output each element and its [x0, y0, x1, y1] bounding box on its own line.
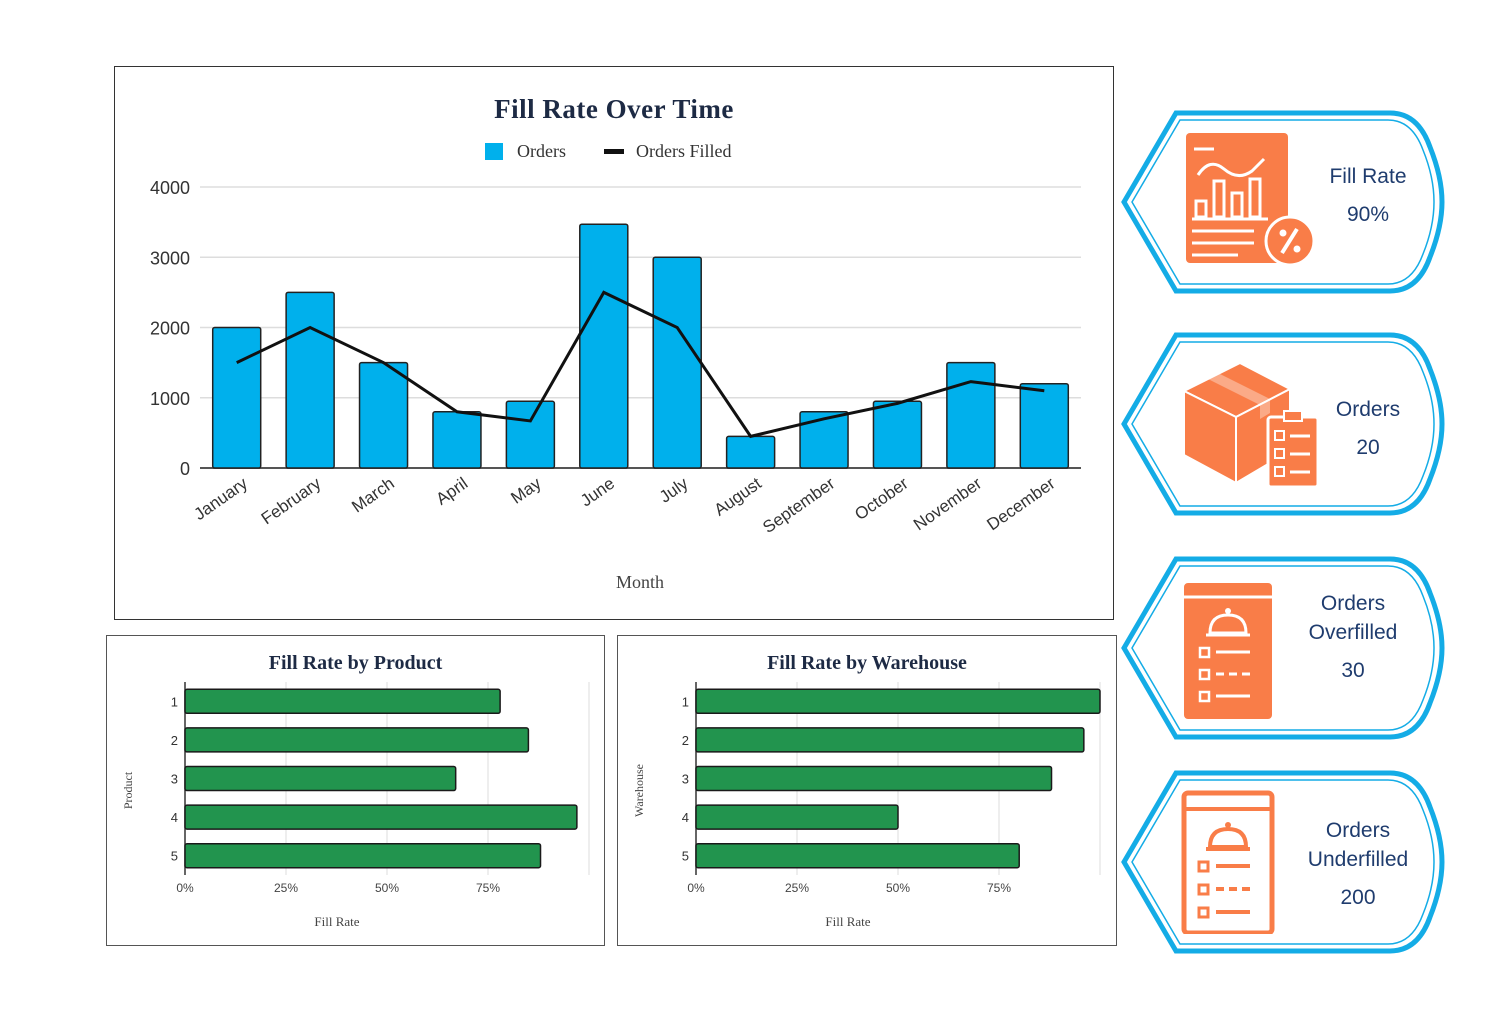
card-border-inner	[1131, 341, 1435, 507]
x-tick-label: 25%	[784, 881, 808, 895]
x-tick-label: May	[507, 473, 545, 507]
bar-orders-january	[211, 326, 261, 469]
kpi-value: 200	[1340, 886, 1376, 909]
bar-1	[694, 688, 1101, 714]
card-border-inner	[1131, 119, 1435, 285]
y-axis-label: Product	[121, 771, 135, 809]
x-tick-label: 75%	[986, 881, 1010, 895]
y-tick-label: 2	[170, 732, 177, 747]
x-tick-label: January	[190, 473, 251, 524]
y-tick-label: 4000	[149, 178, 189, 198]
kpi-label: Orders Overfilled	[1308, 592, 1398, 644]
legend-swatch-orders-filled	[603, 148, 624, 154]
fill-rate-by-warehouse-chart: Fill Rate by Warehouse 0% 25% 50% 75% 1 2 3 4 5 Fi…	[632, 652, 1101, 929]
x-tick-label: September	[759, 473, 838, 536]
fill-rate-by-product-chart: Fill Rate by Product 0% 25% 50% 75% 1 2 3 4 5 Fill…	[121, 652, 589, 929]
y-tick-label: 2000	[149, 318, 189, 338]
fill-rate-by-product-panel: Fill Rate by Product 0% 25% 50% 75% 1 2 3 4 5 Fill…	[106, 635, 605, 946]
kpi-value: 20	[1356, 436, 1380, 459]
x-tick-label: June	[576, 473, 617, 510]
bar-4	[183, 803, 578, 830]
kpi-label: Orders Underfilled	[1307, 819, 1409, 871]
line-orders-filled	[235, 289, 1044, 438]
bar-5	[183, 842, 541, 868]
x-tick-label: August	[710, 473, 764, 519]
kpi-label: Fill Rate	[1329, 165, 1407, 188]
bar-orders-october	[872, 400, 922, 469]
x-tick-label: 75%	[475, 881, 499, 895]
kpi-card-orders-underfilled: Orders Underfilled 200	[1118, 767, 1448, 957]
y-tick-label: 1000	[149, 388, 189, 408]
y-tick-label: 5	[681, 848, 688, 863]
bar-2	[183, 726, 529, 753]
report-percent-icon	[1186, 133, 1316, 267]
bar-3	[694, 765, 1052, 791]
y-tick-label: 3	[170, 771, 177, 786]
bar-2	[694, 726, 1085, 753]
y-tick-label: 1	[681, 694, 688, 709]
bar-5	[694, 842, 1020, 868]
legend-label-orders-filled: Orders Filled	[636, 141, 731, 161]
bar-orders-april	[431, 410, 482, 469]
legend-swatch-orders	[484, 142, 503, 160]
x-tick-label: 0%	[176, 881, 194, 895]
y-tick-label: 4	[170, 810, 177, 825]
x-tick-label: October	[851, 473, 912, 523]
bar-orders-september	[798, 410, 849, 469]
bar-orders-november	[945, 361, 996, 469]
kpi-card-fill-rate: Fill Rate 90%	[1118, 107, 1448, 297]
bar-1	[183, 688, 501, 714]
bar-4	[694, 803, 899, 830]
y-tick-label: 2	[681, 732, 688, 747]
bar-orders-june	[578, 222, 629, 469]
card-border-inner	[1131, 779, 1435, 945]
bar-orders-august	[725, 435, 775, 469]
card-border-inner	[1131, 565, 1435, 731]
bar-orders-may	[505, 400, 555, 469]
y-axis-label: Warehouse	[632, 763, 646, 816]
y-tick-label: 3000	[149, 248, 189, 268]
bar-orders-february	[284, 291, 335, 469]
x-tick-label: 25%	[273, 881, 297, 895]
bar-3	[183, 765, 456, 791]
x-axis-label: Fill Rate	[314, 914, 359, 929]
chart-title: Fill Rate by Product	[268, 652, 442, 674]
legend-label-orders: Orders	[517, 141, 566, 161]
chart-title: Fill Rate by Warehouse	[767, 652, 967, 674]
x-tick-label: December	[983, 473, 1058, 534]
box-checklist-icon	[1181, 361, 1320, 489]
x-axis-label: Month	[615, 572, 663, 592]
y-tick-label: 1	[170, 694, 177, 709]
fill-rate-over-time-chart: Fill Rate Over Time Orders Orders Filled 0 1…	[149, 94, 1081, 592]
kpi-label: Orders	[1335, 398, 1401, 421]
x-tick-label: April	[432, 473, 471, 508]
x-tick-label: 50%	[885, 881, 909, 895]
bar-orders-march	[358, 361, 408, 469]
x-tick-label: 0%	[687, 881, 705, 895]
clipboard-bell-icon	[1181, 790, 1275, 934]
kpi-card-orders: Orders 20	[1118, 329, 1448, 519]
x-tick-label: February	[257, 473, 324, 528]
y-tick-label: 4	[681, 810, 688, 825]
x-tick-label: November	[910, 473, 985, 534]
x-axis-label: Fill Rate	[825, 914, 870, 929]
y-tick-label: 0	[179, 459, 189, 479]
bar-orders-december	[1019, 382, 1069, 469]
bar-orders-july	[651, 256, 702, 469]
x-tick-label: July	[655, 473, 691, 506]
kpi-value: 90%	[1346, 203, 1390, 226]
kpi-card-orders-overfilled: Orders Overfilled 30	[1118, 553, 1448, 743]
kpi-value: 30	[1341, 659, 1365, 682]
fill-rate-over-time-panel: Fill Rate Over Time Orders Orders Filled 0 1…	[114, 66, 1114, 620]
fill-rate-by-warehouse-panel: Fill Rate by Warehouse 0% 25% 50% 75% 1 2 3 4 5 Fi…	[617, 635, 1117, 946]
x-tick-label: March	[348, 473, 398, 516]
y-tick-label: 5	[170, 848, 177, 863]
x-tick-label: 50%	[374, 881, 398, 895]
chart-title: Fill Rate Over Time	[494, 94, 734, 124]
y-tick-label: 3	[681, 771, 688, 786]
clipboard-bell-icon	[1184, 583, 1272, 719]
